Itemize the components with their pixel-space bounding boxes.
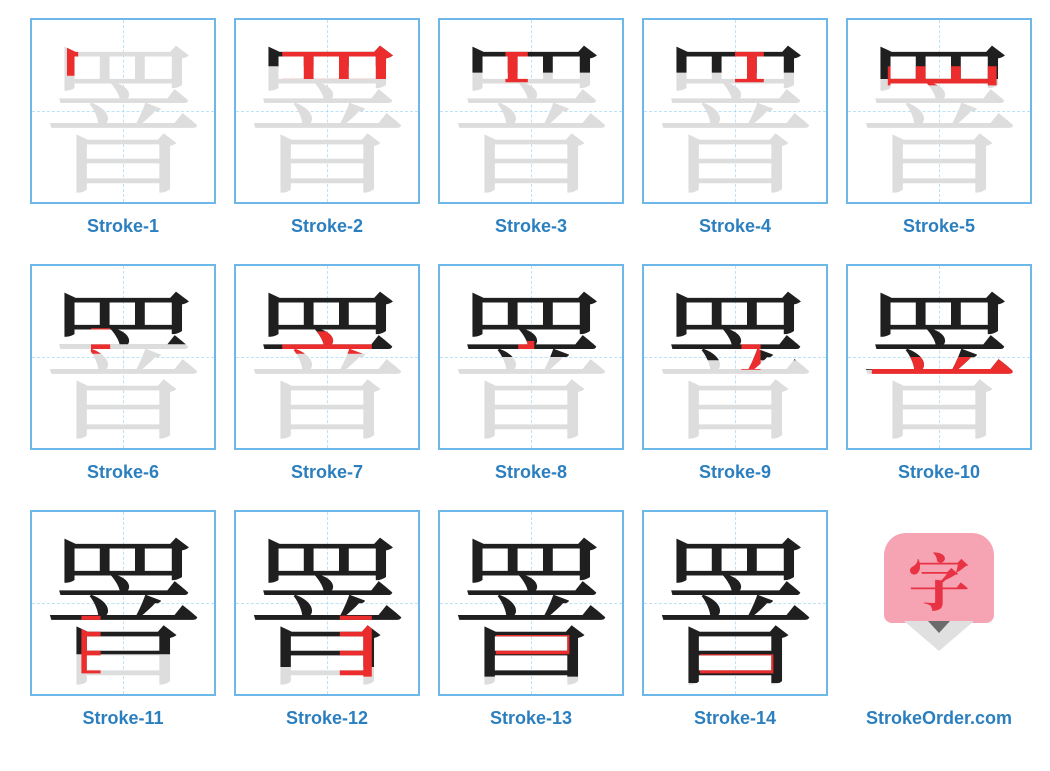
logo-caption: StrokeOrder.com xyxy=(866,708,1012,729)
stroke-tile: 罯罯罯 xyxy=(642,264,828,450)
stroke-tile: 罯罯罯 xyxy=(30,18,216,204)
stroke-cell-8: 罯罯罯Stroke-8 xyxy=(438,264,624,492)
stroke-tile: 罯罯罯 xyxy=(846,18,1032,204)
pencil-tip-icon xyxy=(904,621,974,651)
logo-cell: 字 StrokeOrder.com xyxy=(846,510,1032,738)
stroke-cell-14: 罯罯罯Stroke-14 xyxy=(642,510,828,738)
glyph-inked-strokes: 罯 xyxy=(451,523,611,683)
stroke-cell-3: 罯罯罯Stroke-3 xyxy=(438,18,624,246)
stroke-cell-6: 罯罯罯Stroke-6 xyxy=(30,264,216,492)
stroke-cell-12: 罯罯罯Stroke-12 xyxy=(234,510,420,738)
site-logo: 字 xyxy=(879,533,999,673)
stroke-grid: 罯罯罯Stroke-1罯罯罯Stroke-2罯罯罯Stroke-3罯罯罯Stro… xyxy=(30,18,1020,738)
logo-glyph: 字 xyxy=(884,533,994,623)
stroke-cell-5: 罯罯罯Stroke-5 xyxy=(846,18,1032,246)
stroke-tile: 罯罯罯 xyxy=(30,264,216,450)
stroke-cell-13: 罯罯罯Stroke-13 xyxy=(438,510,624,738)
stroke-tile: 罯罯罯 xyxy=(438,264,624,450)
stroke-tile: 罯罯罯 xyxy=(846,264,1032,450)
stroke-cell-10: 罯罯罯Stroke-10 xyxy=(846,264,1032,492)
glyph-inked-strokes: 罯 xyxy=(247,523,407,683)
stroke-cell-4: 罯罯罯Stroke-4 xyxy=(642,18,828,246)
stroke-tile: 罯罯罯 xyxy=(234,18,420,204)
stroke-tile: 罯罯罯 xyxy=(438,510,624,696)
stroke-tile: 罯罯罯 xyxy=(438,18,624,204)
stroke-cell-9: 罯罯罯Stroke-9 xyxy=(642,264,828,492)
stroke-cell-2: 罯罯罯Stroke-2 xyxy=(234,18,420,246)
stroke-tile: 罯罯罯 xyxy=(234,510,420,696)
stroke-cell-7: 罯罯罯Stroke-7 xyxy=(234,264,420,492)
stroke-tile: 罯罯罯 xyxy=(234,264,420,450)
stroke-cell-1: 罯罯罯Stroke-1 xyxy=(30,18,216,246)
stroke-tile: 罯罯罯 xyxy=(30,510,216,696)
stroke-tile: 罯罯罯 xyxy=(642,510,828,696)
stroke-tile: 罯罯罯 xyxy=(642,18,828,204)
stroke-cell-11: 罯罯罯Stroke-11 xyxy=(30,510,216,738)
